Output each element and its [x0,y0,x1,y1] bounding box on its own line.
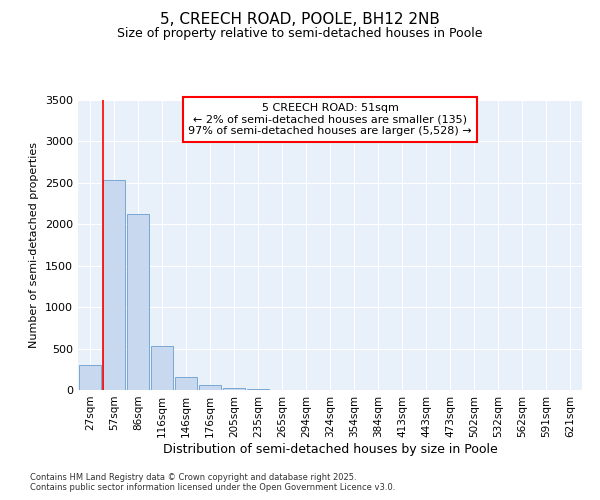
Text: 5, CREECH ROAD, POOLE, BH12 2NB: 5, CREECH ROAD, POOLE, BH12 2NB [160,12,440,28]
Bar [127,214,149,390]
Text: 5 CREECH ROAD: 51sqm
← 2% of semi-detached houses are smaller (135)
97% of semi-: 5 CREECH ROAD: 51sqm ← 2% of semi-detach… [188,103,472,136]
Bar [175,377,197,390]
Bar [103,180,125,390]
Text: Contains HM Land Registry data © Crown copyright and database right 2025.
Contai: Contains HM Land Registry data © Crown c… [30,473,395,492]
Text: Size of property relative to semi-detached houses in Poole: Size of property relative to semi-detach… [117,28,483,40]
Bar [151,346,173,390]
X-axis label: Distribution of semi-detached houses by size in Poole: Distribution of semi-detached houses by … [163,442,497,456]
Bar [223,388,245,390]
Bar [79,364,101,390]
Bar [199,384,221,390]
Y-axis label: Number of semi-detached properties: Number of semi-detached properties [29,142,40,348]
